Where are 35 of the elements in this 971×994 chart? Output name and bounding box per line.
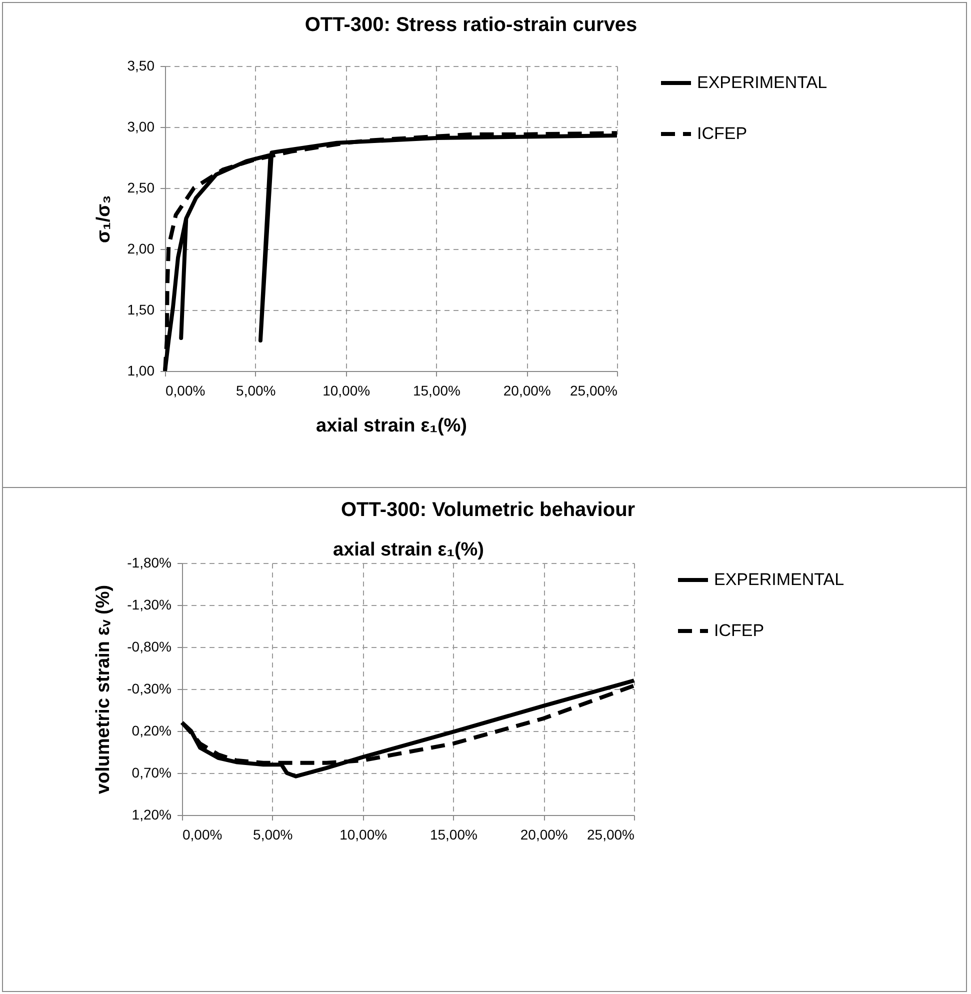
chart-title: OTT-300: Stress ratio-strain curves	[304, 14, 638, 36]
y-tick-label: 1,50	[127, 302, 155, 318]
y-axis-title: σ₁/σ₃	[93, 195, 114, 243]
x-tick-label: 10,00%	[340, 826, 388, 842]
x-axis-title: axial strain ε₁(%)	[333, 540, 484, 560]
x-tick-label: 25,00%	[587, 826, 634, 842]
y-tick-label: -1,30%	[127, 596, 172, 612]
legend-label: EXPERIMENTAL	[697, 73, 828, 92]
x-tick-label: 20,00%	[520, 826, 568, 842]
y-tick-label: 3,00	[127, 118, 155, 134]
chart-title: OTT-300: Volumetric behaviour	[340, 499, 636, 521]
x-tick-label: 25,00%	[570, 382, 618, 398]
y-tick-label: 1,00	[127, 362, 155, 378]
x-tick-label: 15,00%	[412, 382, 460, 398]
y-tick-label: 2,50	[127, 180, 155, 196]
y-axis-title: volumetric strain εᵥ (%)	[93, 584, 114, 794]
y-tick-label: 0,20%	[132, 722, 172, 738]
x-tick-label: 0,00%	[166, 382, 206, 398]
y-tick-label: 1,20%	[132, 806, 172, 822]
x-tick-label: 10,00%	[322, 382, 370, 398]
x-axis-title: axial strain ε₁(%)	[316, 416, 467, 436]
y-tick-label: -1,80%	[127, 554, 172, 570]
x-tick-label: 0,00%	[182, 826, 222, 842]
y-tick-label: 2,00	[127, 240, 155, 256]
y-tick-label: 3,50	[127, 58, 155, 74]
y-tick-label: -0,30%	[127, 680, 172, 696]
legend-label: EXPERIMENTAL	[714, 570, 844, 589]
legend-label: ICFEP	[697, 124, 748, 143]
y-tick-label: 0,70%	[132, 764, 172, 780]
x-tick-label: 20,00%	[503, 382, 551, 398]
x-tick-label: 15,00%	[430, 826, 478, 842]
legend-label: ICFEP	[714, 621, 764, 640]
y-tick-label: -0,80%	[127, 638, 172, 654]
x-tick-label: 5,00%	[253, 826, 293, 842]
x-tick-label: 5,00%	[236, 382, 276, 398]
